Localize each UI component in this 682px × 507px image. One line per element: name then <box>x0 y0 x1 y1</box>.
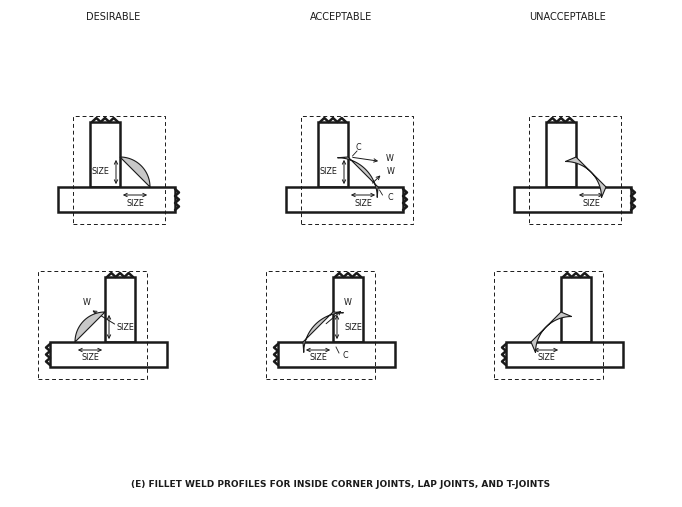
Text: W: W <box>385 154 394 163</box>
Bar <box>105 277 135 342</box>
Text: SIZE: SIZE <box>354 199 372 207</box>
Text: DESIRABLE: DESIRABLE <box>86 12 140 22</box>
Text: W: W <box>83 298 91 307</box>
Text: SIZE: SIZE <box>309 353 327 363</box>
Text: SIZE: SIZE <box>116 322 134 332</box>
Polygon shape <box>75 312 105 342</box>
Text: W: W <box>344 298 352 307</box>
Bar <box>50 342 167 367</box>
Bar <box>506 342 623 367</box>
Text: (E) FILLET WELD PROFILES FOR INSIDE CORNER JOINTS, LAP JOINTS, AND T-JOINTS: (E) FILLET WELD PROFILES FOR INSIDE CORN… <box>132 480 550 489</box>
Text: SIZE: SIZE <box>344 322 362 332</box>
Text: C: C <box>342 351 348 360</box>
Text: SIZE: SIZE <box>91 167 109 176</box>
Bar <box>318 122 348 187</box>
Text: UNACCEPTABLE: UNACCEPTABLE <box>530 12 606 22</box>
Text: SIZE: SIZE <box>537 353 555 363</box>
Text: SIZE: SIZE <box>81 353 99 363</box>
Text: ACCEPTABLE: ACCEPTABLE <box>310 12 372 22</box>
Polygon shape <box>303 312 344 352</box>
Text: W: W <box>387 167 394 176</box>
Text: SIZE: SIZE <box>319 167 337 176</box>
Bar <box>561 277 591 342</box>
Bar <box>546 122 576 187</box>
Bar <box>333 277 363 342</box>
Bar <box>58 187 175 212</box>
Bar <box>514 187 631 212</box>
Polygon shape <box>565 157 606 198</box>
Text: C: C <box>356 142 361 152</box>
Bar <box>90 122 120 187</box>
Text: SIZE: SIZE <box>582 199 600 207</box>
Polygon shape <box>120 157 150 187</box>
Bar <box>278 342 395 367</box>
Polygon shape <box>338 157 378 198</box>
Polygon shape <box>531 312 572 352</box>
Bar <box>286 187 403 212</box>
Text: SIZE: SIZE <box>126 199 144 207</box>
Text: C: C <box>387 193 393 201</box>
